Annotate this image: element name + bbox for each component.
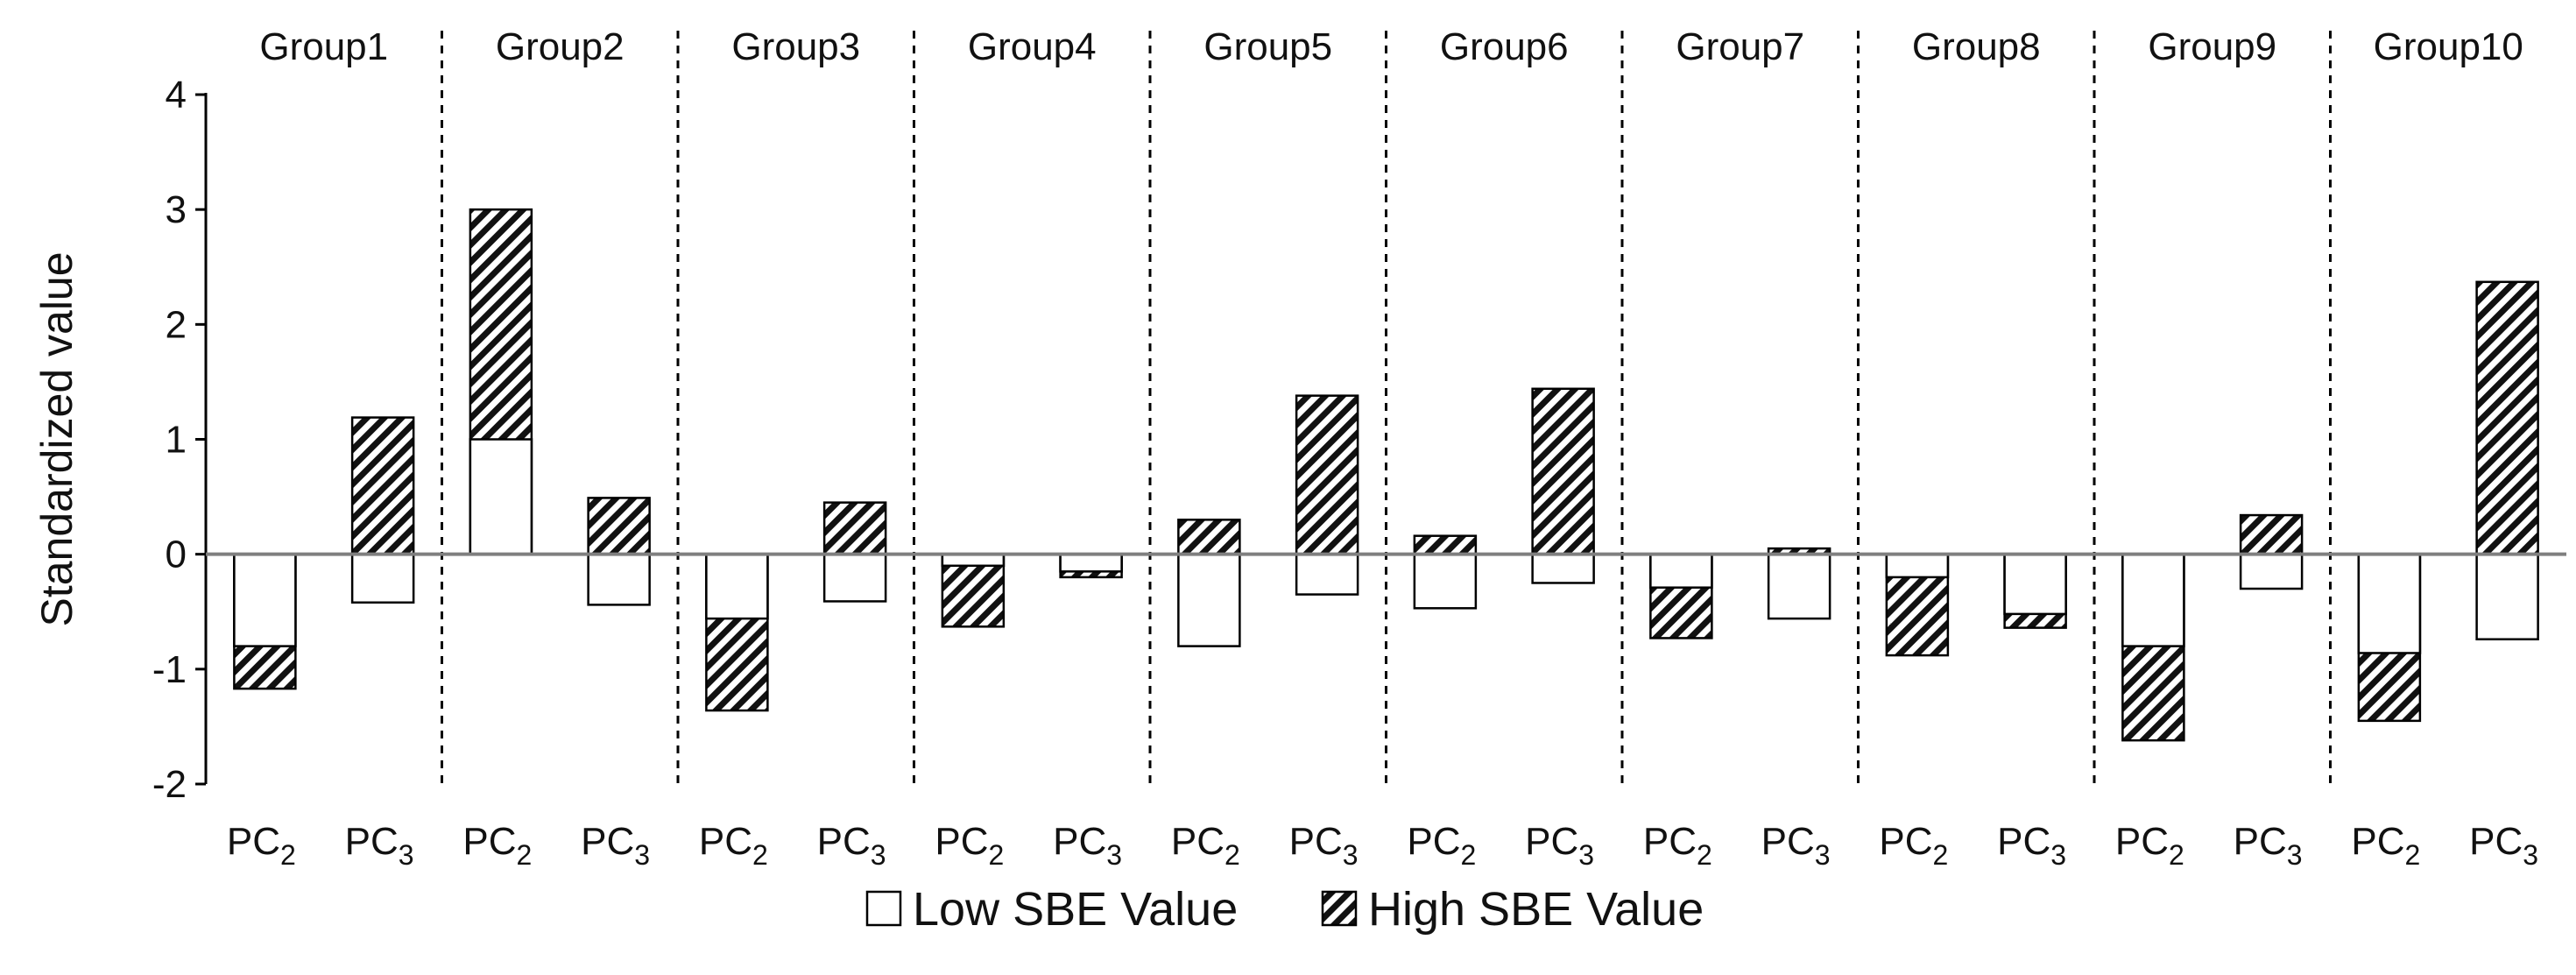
bar-low-group2-pc3 <box>587 553 651 606</box>
bar-high-group5-pc3 <box>1295 394 1359 555</box>
legend-swatch-high <box>1321 890 1358 927</box>
category-label: PC3 <box>2469 820 2538 871</box>
category-label: PC2 <box>2115 820 2184 871</box>
bar-high-group10-pc3 <box>2475 280 2539 555</box>
bar-low-overlay-group3-pc2 <box>705 553 769 620</box>
y-tick-label: -2 <box>152 763 187 806</box>
bar-low-group10-pc3 <box>2475 553 2539 640</box>
bar-high-group1-pc3 <box>350 416 415 555</box>
labels: Standardized value Group1 Group2 Group3 Grou… <box>32 25 2538 871</box>
category-label: PC3 <box>345 820 414 871</box>
bar-high-group6-pc3 <box>1531 387 1595 555</box>
category-label: PC2 <box>1171 820 1240 871</box>
group-dividers <box>441 31 2332 784</box>
group-label: Group8 <box>1912 25 2041 68</box>
legend-label-low: Low SBE Value <box>913 883 1238 936</box>
category-label: PC2 <box>462 820 532 871</box>
legend-swatch-low <box>865 890 902 927</box>
bar-low-group6-pc2 <box>1413 553 1478 610</box>
bar-low-group9-pc3 <box>2239 553 2304 590</box>
category-label: PC3 <box>1997 820 2066 871</box>
category-label: PC2 <box>227 820 296 871</box>
bar-low-group5-pc2 <box>1177 553 1241 647</box>
category-label: PC2 <box>935 820 1004 871</box>
y-tick-label: -1 <box>152 648 187 691</box>
category-label: PC2 <box>699 820 768 871</box>
legend-label-high: High SBE Value <box>1368 883 1704 936</box>
y-axis-title: Standardized value <box>32 251 81 626</box>
category-label: PC3 <box>1053 820 1122 871</box>
bar-high-group6-pc2 <box>1413 534 1478 555</box>
category-label: PC2 <box>2351 820 2420 871</box>
group-label: Group2 <box>496 25 625 68</box>
bar-low-group5-pc3 <box>1295 553 1359 596</box>
group-label: Group5 <box>1203 25 1332 68</box>
bar-low-group3-pc3 <box>822 553 887 603</box>
bar-low-overlay-group1-pc2 <box>233 553 297 647</box>
axes: -2 -1 0 1 2 3 4 <box>152 74 2566 806</box>
bar-high-group2-pc3 <box>587 497 651 555</box>
legend: Low SBE Value High SBE Value <box>865 883 1704 936</box>
category-label: PC2 <box>1879 820 1948 871</box>
bar-low-group1-pc3 <box>350 553 415 604</box>
category-label: PC2 <box>1407 820 1476 871</box>
category-label: PC3 <box>1525 820 1594 871</box>
group-label: Group3 <box>731 25 860 68</box>
bar-low-overlay-group9-pc2 <box>2121 553 2185 647</box>
group-label: Group9 <box>2148 25 2276 68</box>
category-label: PC3 <box>581 820 650 871</box>
category-label: PC3 <box>1289 820 1359 871</box>
bar-high-group9-pc3 <box>2239 513 2304 555</box>
group-label: Group1 <box>259 25 388 68</box>
bar-high-group5-pc2 <box>1177 519 1241 555</box>
bar-high-group3-pc3 <box>822 501 887 555</box>
group-label: Group7 <box>1676 25 1804 68</box>
group-label: Group4 <box>968 25 1097 68</box>
category-label: PC3 <box>2234 820 2303 871</box>
y-tick-label: 2 <box>166 303 187 346</box>
bar-low-overlay-group7-pc2 <box>1649 553 1713 589</box>
category-label: PC3 <box>817 820 886 871</box>
bar-low-overlay-group2-pc2 <box>469 438 533 555</box>
group-label: Group10 <box>2374 25 2523 68</box>
y-tick-label: 0 <box>166 533 187 576</box>
bar-low-group7-pc3 <box>1767 553 1831 620</box>
bars <box>233 208 2539 742</box>
category-label: PC3 <box>1761 820 1831 871</box>
group-label: Group6 <box>1440 25 1569 68</box>
bar-low-overlay-group4-pc3 <box>1059 553 1123 573</box>
y-tick-label: 1 <box>166 419 187 462</box>
bar-low-overlay-group10-pc2 <box>2357 553 2422 654</box>
y-tick-label: 3 <box>166 188 187 231</box>
bar-low-overlay-group8-pc3 <box>2003 553 2067 616</box>
bar-low-overlay-group8-pc2 <box>1885 553 1950 579</box>
y-tick-label: 4 <box>166 74 187 117</box>
bar-low-group6-pc3 <box>1531 553 1595 584</box>
category-label: PC2 <box>1643 820 1712 871</box>
